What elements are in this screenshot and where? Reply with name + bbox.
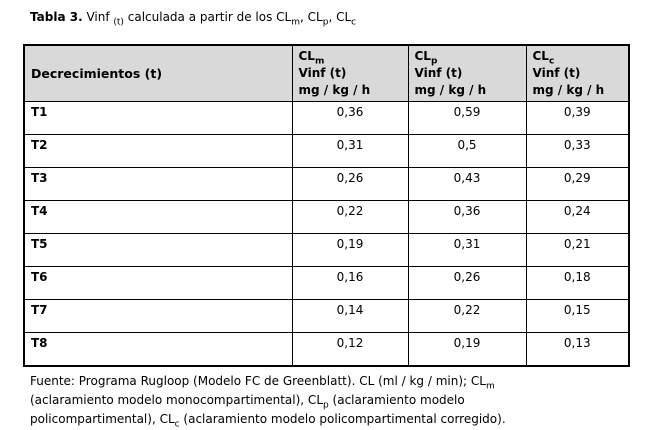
value-clm: 0,19 bbox=[291, 233, 409, 267]
source-clc-sub: c bbox=[174, 419, 180, 430]
value-clc: 0,29 bbox=[525, 167, 630, 201]
value-clp: 0,31 bbox=[407, 233, 527, 267]
table-row-t4: T4 0,22 0,36 0,24 bbox=[23, 200, 630, 234]
value-clm: 0,36 bbox=[291, 101, 409, 135]
header-row: Decrecimientos (t) CLm Vinf (t) mg / kg … bbox=[23, 44, 630, 102]
row-label: T6 bbox=[23, 266, 293, 300]
header-clc-base: CL bbox=[532, 49, 549, 63]
table-row-t5: T5 0,19 0,31 0,21 bbox=[23, 233, 630, 267]
value-clm: 0,31 bbox=[291, 134, 409, 168]
value-clm: 0,16 bbox=[291, 266, 409, 300]
table-row-t8: T8 0,12 0,19 0,13 bbox=[23, 332, 630, 366]
header-clp-sub: p bbox=[430, 56, 438, 67]
row-label: T1 bbox=[23, 101, 293, 135]
caption-subscript-t: (t) bbox=[113, 17, 124, 28]
source-clm-sub: m bbox=[485, 381, 495, 392]
table-row-t6: T6 0,16 0,26 0,18 bbox=[23, 266, 630, 300]
row-label: T2 bbox=[23, 134, 293, 168]
value-clc: 0,13 bbox=[525, 332, 630, 366]
caption-clm-sub: m bbox=[291, 17, 300, 28]
value-clp: 0,26 bbox=[407, 266, 527, 300]
caption-text-2: calculada a partir de los bbox=[123, 10, 277, 24]
header-clm-base: CL bbox=[298, 49, 315, 63]
header-clc-title: CLc bbox=[532, 48, 623, 67]
value-clc: 0,24 bbox=[525, 200, 630, 234]
header-clp-units: mg / kg / h bbox=[414, 83, 487, 97]
header-clp: CLp Vinf (t) mg / kg / h bbox=[407, 44, 527, 102]
caption-comma-1: , bbox=[300, 10, 308, 24]
value-clp: 0,59 bbox=[407, 101, 527, 135]
table-row-t3: T3 0,26 0,43 0,29 bbox=[23, 167, 630, 201]
table-row-t7: T7 0,14 0,22 0,15 bbox=[23, 299, 630, 333]
header-clm-sub: m bbox=[314, 56, 325, 67]
header-clc-units: mg / kg / h bbox=[532, 83, 605, 97]
source-text: (aclaramiento modelo policompartimental … bbox=[179, 412, 506, 426]
value-clc: 0,39 bbox=[525, 101, 630, 135]
header-clm-vinf: Vinf (t) bbox=[298, 66, 347, 80]
value-clm: 0,14 bbox=[291, 299, 409, 333]
header-clp-title: CLp bbox=[414, 48, 520, 67]
table-row-t1: T1 0,36 0,59 0,39 bbox=[23, 101, 630, 135]
value-clc: 0,33 bbox=[525, 134, 630, 168]
row-label: T4 bbox=[23, 200, 293, 234]
caption-clc-sub: c bbox=[351, 17, 357, 28]
source-text: (aclaramiento modelo monocompartimental)… bbox=[30, 393, 323, 407]
source-note: Fuente: Programa Rugloop (Modelo FC de G… bbox=[30, 372, 630, 429]
source-text: (aclaramiento modelo bbox=[328, 393, 465, 407]
table-caption-number: Tabla 3. bbox=[30, 10, 83, 24]
header-decrecimientos: Decrecimientos (t) bbox=[23, 44, 293, 102]
caption-text-1: Vinf bbox=[82, 10, 114, 24]
source-line-1: Fuente: Programa Rugloop (Modelo FC de G… bbox=[30, 372, 630, 391]
data-table: Decrecimientos (t) CLm Vinf (t) mg / kg … bbox=[23, 44, 630, 367]
header-clm-title: CLm bbox=[298, 48, 402, 67]
source-clp-sub: p bbox=[323, 400, 329, 411]
value-clc: 0,18 bbox=[525, 266, 630, 300]
caption-clc: CL bbox=[336, 10, 352, 24]
value-clp: 0,22 bbox=[407, 299, 527, 333]
source-line-3: policompartimental), CLc (aclaramiento m… bbox=[30, 410, 630, 429]
source-line-2: (aclaramiento modelo monocompartimental)… bbox=[30, 391, 630, 410]
value-clp: 0,5 bbox=[407, 134, 527, 168]
header-clm-units: mg / kg / h bbox=[298, 83, 371, 97]
table-caption: Tabla 3. Vinf (t) calculada a partir de … bbox=[30, 10, 357, 28]
header-clp-vinf: Vinf (t) bbox=[414, 66, 463, 80]
header-clp-base: CL bbox=[414, 49, 431, 63]
value-clp: 0,19 bbox=[407, 332, 527, 366]
source-text: policompartimental), CL bbox=[30, 412, 175, 426]
table-row-t2: T2 0,31 0,5 0,33 bbox=[23, 134, 630, 168]
caption-clp: CL bbox=[307, 10, 323, 24]
caption-clm: CL bbox=[276, 10, 292, 24]
value-clm: 0,26 bbox=[291, 167, 409, 201]
value-clm: 0,12 bbox=[291, 332, 409, 366]
row-label: T7 bbox=[23, 299, 293, 333]
header-clc-vinf: Vinf (t) bbox=[532, 66, 581, 80]
row-label: T3 bbox=[23, 167, 293, 201]
value-clp: 0,36 bbox=[407, 200, 527, 234]
caption-clp-sub: p bbox=[322, 17, 329, 28]
row-label: T8 bbox=[23, 332, 293, 366]
row-label: T5 bbox=[23, 233, 293, 267]
caption-comma-2: , bbox=[328, 10, 337, 24]
value-clm: 0,22 bbox=[291, 200, 409, 234]
header-clc-sub: c bbox=[548, 56, 555, 67]
value-clp: 0,43 bbox=[407, 167, 527, 201]
value-clc: 0,21 bbox=[525, 233, 630, 267]
value-clc: 0,15 bbox=[525, 299, 630, 333]
header-clc: CLc Vinf (t) mg / kg / h bbox=[525, 44, 630, 102]
source-text: Fuente: Programa Rugloop (Modelo FC de G… bbox=[30, 374, 486, 388]
header-clm: CLm Vinf (t) mg / kg / h bbox=[291, 44, 409, 102]
